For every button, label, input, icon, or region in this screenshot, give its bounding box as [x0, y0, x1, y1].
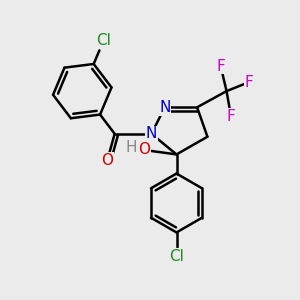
Text: O: O [138, 142, 150, 158]
Text: Cl: Cl [169, 249, 184, 264]
Text: F: F [216, 58, 225, 74]
Text: H: H [125, 140, 136, 154]
Text: F: F [244, 75, 253, 90]
Text: O: O [101, 153, 113, 168]
Text: N: N [159, 100, 170, 115]
Text: N: N [146, 126, 157, 141]
Text: Cl: Cl [96, 33, 111, 48]
Text: F: F [226, 109, 235, 124]
